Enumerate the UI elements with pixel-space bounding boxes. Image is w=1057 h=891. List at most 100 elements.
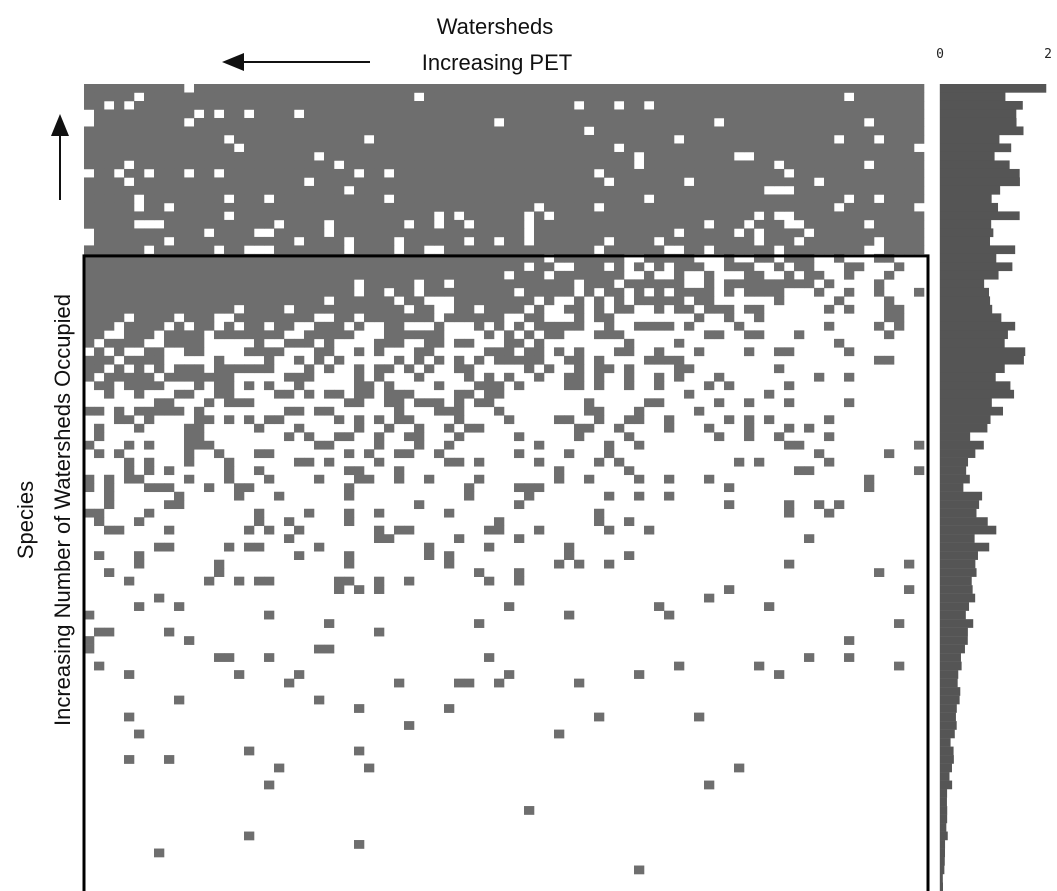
- matrix-cell: [664, 355, 675, 365]
- matrix-cell: [874, 228, 885, 238]
- matrix-cell: [414, 177, 425, 187]
- side-bar: [940, 576, 972, 586]
- matrix-cell: [154, 406, 165, 416]
- matrix-cell: [694, 151, 705, 161]
- matrix-cell: [114, 211, 125, 221]
- matrix-cell: [514, 483, 525, 493]
- matrix-cell: [604, 168, 615, 178]
- matrix-cell: [84, 100, 95, 110]
- matrix-cell: [544, 321, 555, 331]
- matrix-cell: [514, 117, 525, 127]
- matrix-cell: [884, 177, 895, 187]
- matrix-cell: [144, 381, 155, 391]
- matrix-cell: [384, 117, 395, 127]
- matrix-cell: [234, 270, 245, 280]
- matrix-cell: [214, 389, 225, 399]
- matrix-cell: [124, 338, 135, 348]
- matrix-cell: [214, 236, 225, 246]
- matrix-cell: [144, 372, 155, 382]
- matrix-cell: [654, 262, 665, 272]
- matrix-cell: [704, 151, 715, 161]
- matrix-cell: [334, 270, 345, 280]
- matrix-cell: [164, 287, 175, 297]
- matrix-cell: [304, 185, 315, 195]
- matrix-cell: [304, 262, 315, 272]
- matrix-cell: [264, 134, 275, 144]
- matrix-cell: [784, 440, 795, 450]
- matrix-cell: [324, 194, 335, 204]
- matrix-cell: [694, 109, 705, 119]
- matrix-cell: [594, 134, 605, 144]
- matrix-cell: [494, 219, 505, 229]
- matrix-cell: [244, 228, 255, 238]
- matrix-cell: [334, 202, 345, 212]
- matrix-cell: [314, 92, 325, 102]
- matrix-cell: [244, 160, 255, 170]
- matrix-cell: [674, 236, 685, 246]
- matrix-cell: [424, 398, 435, 408]
- matrix-cell: [144, 151, 155, 161]
- side-bar: [940, 500, 980, 509]
- matrix-cell: [794, 168, 805, 178]
- matrix-cell: [664, 109, 675, 119]
- matrix-cell: [484, 279, 495, 289]
- matrix-cell: [614, 84, 625, 93]
- side-bar: [940, 134, 1000, 144]
- matrix-cell: [214, 568, 225, 577]
- matrix-cell: [484, 381, 495, 391]
- side-bar: [940, 151, 995, 161]
- matrix-cell: [784, 151, 795, 161]
- matrix-cell: [734, 236, 745, 246]
- matrix-cell: [344, 432, 355, 442]
- matrix-cell: [664, 610, 675, 620]
- matrix-cell: [394, 313, 405, 323]
- matrix-cell: [174, 109, 185, 119]
- matrix-cell: [354, 228, 365, 238]
- matrix-cell: [704, 194, 715, 204]
- matrix-cell: [534, 372, 545, 382]
- matrix-cell: [224, 109, 235, 119]
- matrix-cell: [754, 330, 765, 340]
- side-bar: [940, 525, 997, 535]
- matrix-cell: [254, 279, 265, 289]
- matrix-cell: [94, 304, 105, 314]
- matrix-cell: [614, 270, 625, 280]
- matrix-cell: [174, 219, 185, 229]
- matrix-cell: [734, 117, 745, 127]
- matrix-cell: [304, 338, 315, 348]
- matrix-cell: [864, 194, 875, 204]
- matrix-cell: [714, 330, 725, 340]
- matrix-cell: [494, 296, 505, 306]
- matrix-cell: [794, 211, 805, 221]
- matrix-cell: [744, 185, 755, 195]
- matrix-cell: [234, 151, 245, 161]
- matrix-cell: [294, 304, 305, 314]
- matrix-cell: [394, 151, 405, 161]
- matrix-cell: [164, 185, 175, 195]
- matrix-cell: [254, 517, 265, 527]
- matrix-cell: [374, 296, 385, 306]
- matrix-cell: [264, 109, 275, 119]
- matrix-cell: [574, 432, 585, 442]
- matrix-cell: [204, 287, 215, 297]
- matrix-cell: [744, 100, 755, 110]
- matrix-cell: [344, 126, 355, 136]
- matrix-cell: [764, 84, 775, 93]
- matrix-cell: [514, 168, 525, 178]
- matrix-cell: [134, 211, 145, 221]
- matrix-cell: [544, 219, 555, 229]
- matrix-cell: [334, 219, 345, 229]
- matrix-cell: [704, 236, 715, 246]
- matrix-cell: [154, 253, 165, 263]
- matrix-cell: [264, 143, 275, 153]
- matrix-cell: [244, 151, 255, 161]
- matrix-cell: [894, 109, 905, 119]
- matrix-cell: [904, 211, 915, 221]
- matrix-cell: [364, 262, 375, 272]
- matrix-cell: [504, 296, 515, 306]
- matrix-cell: [434, 177, 445, 187]
- matrix-cell: [174, 364, 185, 374]
- matrix-cell: [284, 219, 295, 229]
- matrix-cell: [414, 202, 425, 212]
- matrix-cell: [214, 211, 225, 221]
